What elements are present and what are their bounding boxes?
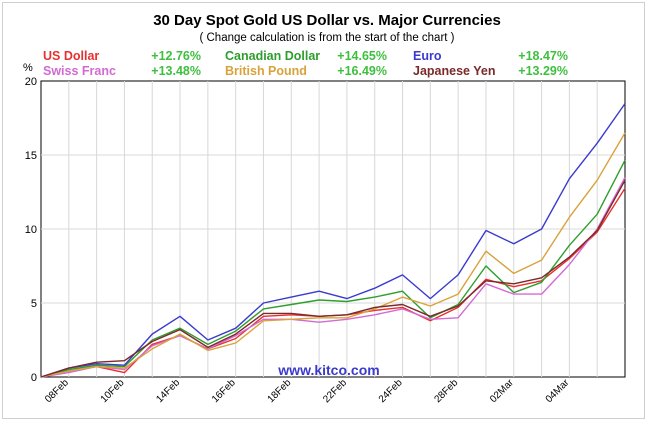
legend-change-us-dollar: +12.76% — [151, 49, 201, 63]
y-tick-label: 15 — [25, 150, 37, 162]
legend-change-swiss-franc: +13.48% — [151, 64, 201, 78]
series-line-canadian-dollar — [40, 159, 626, 378]
chart-title: 30 Day Spot Gold US Dollar vs. Major Cur… — [153, 12, 501, 29]
plot-area: 0 5 10 15 20 08Feb 10Feb 14Feb 16Feb 18Feb 22Feb 2… — [25, 76, 626, 405]
x-tick-label: 28Feb — [432, 377, 460, 405]
y-tick-label: 5 — [31, 298, 37, 310]
legend-name-swiss-franc: Swiss Franc — [43, 64, 116, 78]
x-tick-label: 24Feb — [377, 377, 405, 405]
x-tick-label: 02Mar — [488, 377, 516, 405]
series-line-euro — [40, 103, 626, 378]
legend-name-euro: Euro — [413, 49, 442, 63]
chart-subtitle: ( Change calculation is from the start o… — [199, 32, 454, 44]
legend-change-japanese-yen: +13.29% — [518, 64, 568, 78]
x-tick-label: 18Feb — [266, 377, 294, 405]
x-tick-label: 04Mar — [544, 377, 572, 405]
x-tick-label: 22Feb — [321, 377, 349, 405]
legend-change-euro: +18.47% — [518, 49, 568, 63]
legend-name-us-dollar: US Dollar — [43, 49, 99, 63]
gold-currency-chart: 30 Day Spot Gold US Dollar vs. Major Cur… — [23, 12, 626, 405]
x-axis-ticks: 08Feb 10Feb 14Feb 16Feb 18Feb 22Feb 24Feb 28Feb… — [43, 377, 572, 405]
x-tick-label: 08Feb — [43, 377, 71, 405]
gridlines — [41, 81, 625, 377]
legend-name-japanese-yen: Japanese Yen — [413, 64, 495, 78]
legend-change-british-pound: +16.49% — [337, 64, 387, 78]
x-tick-label: 16Feb — [210, 377, 238, 405]
y-axis-ticks: 0 5 10 15 20 — [25, 76, 37, 384]
y-tick-label: 0 — [31, 372, 37, 384]
series-line-japanese-yen — [40, 179, 626, 378]
legend-name-canadian-dollar: Canadian Dollar — [225, 49, 320, 63]
y-tick-label: 10 — [25, 224, 37, 236]
y-axis-unit: % — [23, 62, 33, 74]
legend-name-british-pound: British Pound — [225, 64, 307, 78]
y-tick-label: 20 — [25, 76, 37, 88]
series-lines — [40, 103, 626, 378]
legend: US Dollar +12.76% Canadian Dollar +14.65% Eu… — [43, 49, 568, 78]
x-tick-label: 10Feb — [99, 377, 127, 405]
watermark: www.kitco.com — [277, 362, 379, 378]
x-tick-label: 14Feb — [154, 377, 182, 405]
series-line-british-pound — [40, 132, 626, 378]
legend-change-canadian-dollar: +14.65% — [337, 49, 387, 63]
